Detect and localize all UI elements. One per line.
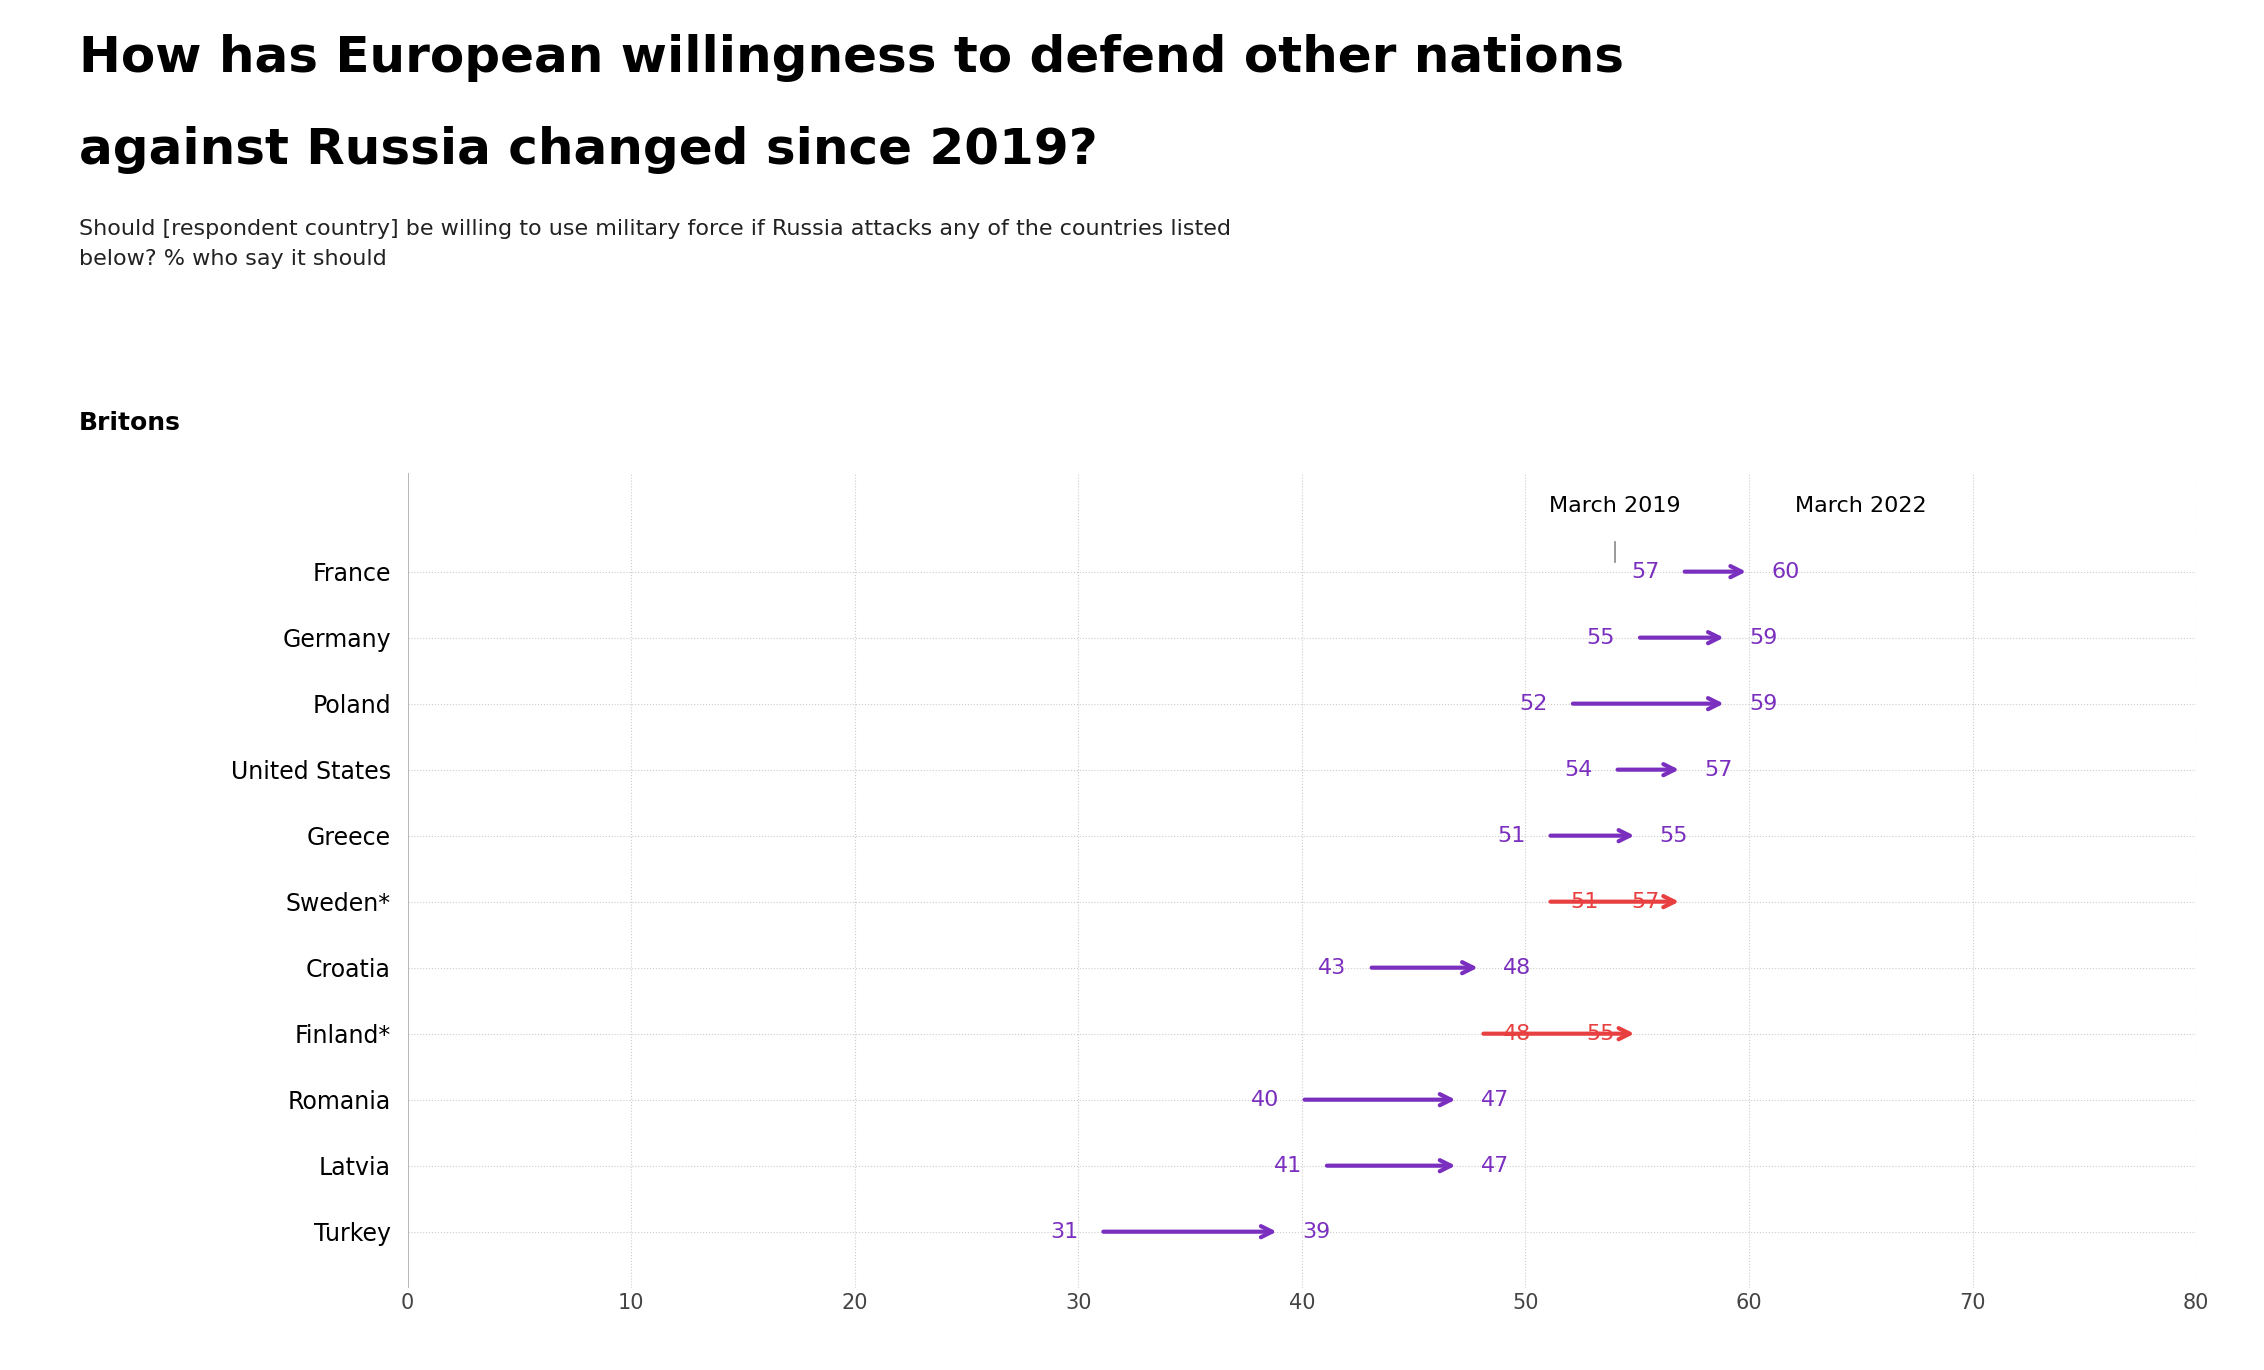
Text: against Russia changed since 2019?: against Russia changed since 2019? <box>79 126 1098 174</box>
Text: 51: 51 <box>1569 892 1598 911</box>
Text: 55: 55 <box>1587 1023 1614 1044</box>
Text: 57: 57 <box>1630 892 1660 911</box>
Text: 48: 48 <box>1503 958 1530 978</box>
Text: How has European willingness to defend other nations: How has European willingness to defend o… <box>79 34 1623 82</box>
Text: 55: 55 <box>1660 826 1689 845</box>
Text: 43: 43 <box>1318 958 1347 978</box>
Text: 55: 55 <box>1587 627 1614 648</box>
Text: 59: 59 <box>1748 693 1777 714</box>
Text: 52: 52 <box>1519 693 1549 714</box>
Text: 39: 39 <box>1302 1222 1329 1241</box>
Text: March 2019: March 2019 <box>1549 496 1680 515</box>
Text: 47: 47 <box>1481 1156 1508 1175</box>
Text: Britons: Britons <box>79 411 181 436</box>
Text: 59: 59 <box>1748 627 1777 648</box>
Text: 31: 31 <box>1050 1222 1078 1241</box>
Text: 60: 60 <box>1770 562 1800 582</box>
Text: Should [respondent country] be willing to use military force if Russia attacks a: Should [respondent country] be willing t… <box>79 219 1232 269</box>
Text: 57: 57 <box>1630 562 1660 582</box>
Text: 47: 47 <box>1481 1089 1508 1110</box>
Text: 41: 41 <box>1275 1156 1302 1175</box>
Text: 51: 51 <box>1497 826 1526 845</box>
Text: 40: 40 <box>1252 1089 1279 1110</box>
Text: March 2022: March 2022 <box>1795 496 1927 515</box>
Text: 57: 57 <box>1705 760 1732 780</box>
Text: 54: 54 <box>1564 760 1592 780</box>
Text: 48: 48 <box>1503 1023 1530 1044</box>
